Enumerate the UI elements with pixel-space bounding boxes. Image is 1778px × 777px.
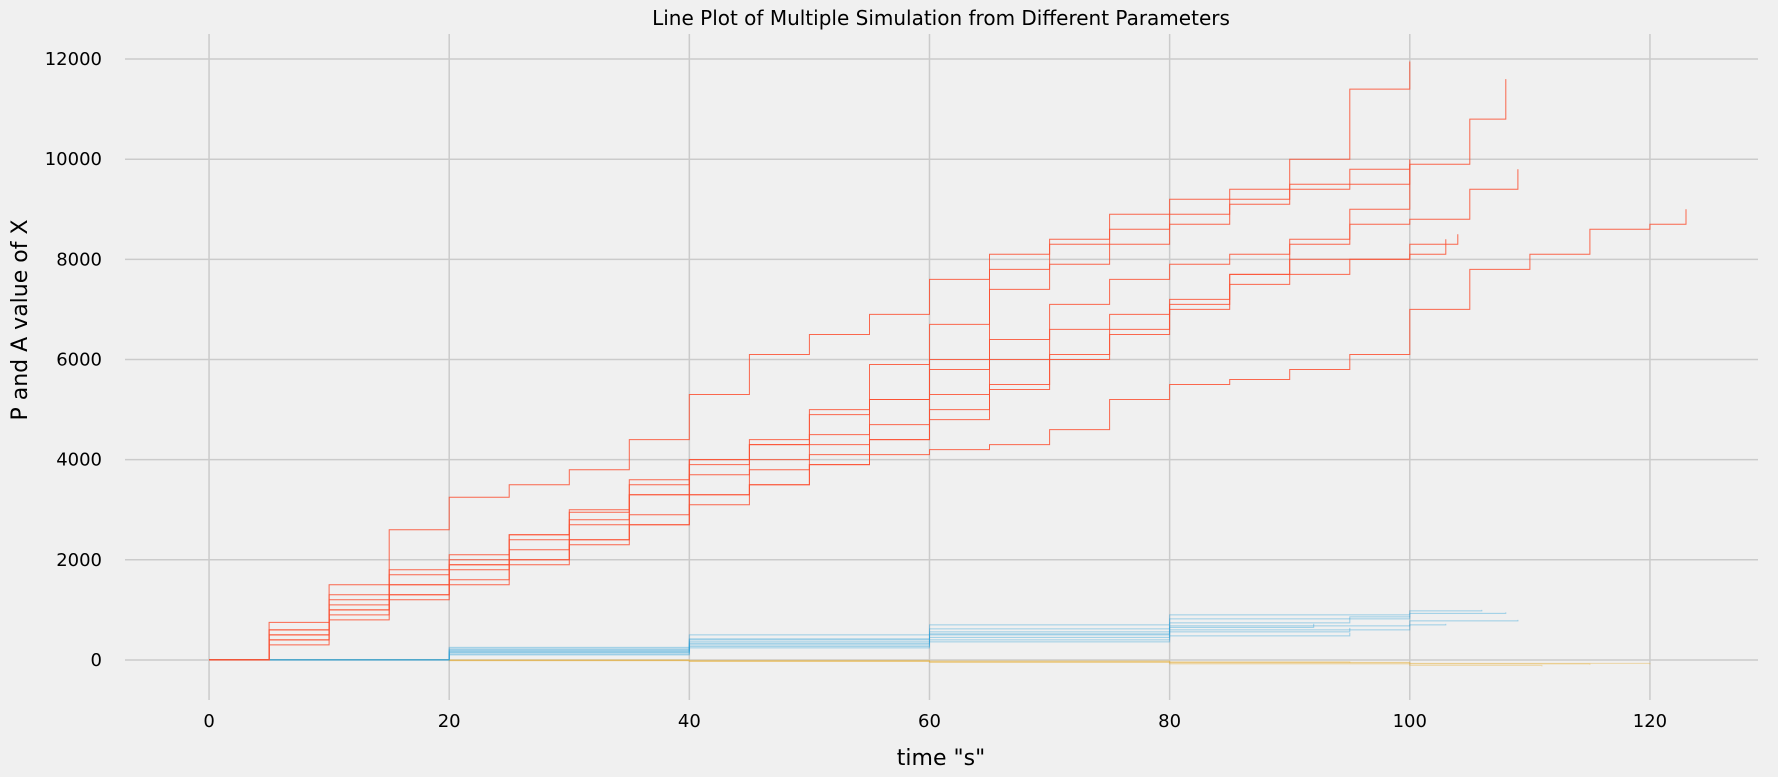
- series-line-p-run-1: [209, 61, 1411, 661]
- chart-title: Line Plot of Multiple Simulation from Di…: [652, 6, 1230, 30]
- y-tick-label: 2000: [56, 550, 102, 571]
- series-line-x-run-2: [209, 659, 1591, 665]
- y-tick-label: 6000: [56, 349, 102, 370]
- x-tick-label: 40: [678, 711, 701, 732]
- y-axis-title: P and A value of X: [8, 219, 33, 420]
- y-tick-label: 8000: [56, 249, 102, 270]
- series-line-p-run-7: [209, 239, 1447, 661]
- series-line-a-run-6: [209, 623, 1447, 661]
- x-tick-label: 20: [438, 711, 461, 732]
- series-line-a-run-8: [209, 632, 1351, 661]
- x-tick-label: 60: [918, 711, 941, 732]
- y-tick-label: 12000: [45, 49, 102, 70]
- series-line-p-run-8: [209, 209, 1687, 661]
- series-line-x-run-3: [209, 659, 1651, 665]
- series-line-a-run-3: [209, 615, 1411, 661]
- y-tick-label: 0: [91, 650, 102, 671]
- x-tick-label: 80: [1158, 711, 1181, 732]
- x-tick-label: 120: [1633, 711, 1667, 732]
- series-line-x-run-1: [209, 659, 1543, 667]
- x-axis-title: time "s": [897, 746, 985, 771]
- x-tick-label: 0: [203, 711, 214, 732]
- series-line-p-run-6: [209, 234, 1459, 661]
- series-layer: [209, 61, 1687, 667]
- series-line-a-run-1: [209, 609, 1483, 661]
- x-tick-label: 100: [1393, 711, 1427, 732]
- grid-layer: [125, 34, 1758, 700]
- tick-labels: 0 20 40 60 80 100 120 0 2000 4000 6000 8000 10000 120…: [45, 49, 1667, 732]
- series-line-p-run-4: [209, 169, 1519, 661]
- series-line-x-run-4: [209, 659, 1351, 663]
- series-line-a-run-4: [209, 619, 1519, 661]
- series-line-a-run-7: [209, 627, 1351, 661]
- series-line-a-run-2: [209, 612, 1507, 661]
- series-line-a-run-5: [209, 623, 1315, 661]
- y-tick-label: 10000: [45, 149, 102, 170]
- y-tick-label: 4000: [56, 450, 102, 471]
